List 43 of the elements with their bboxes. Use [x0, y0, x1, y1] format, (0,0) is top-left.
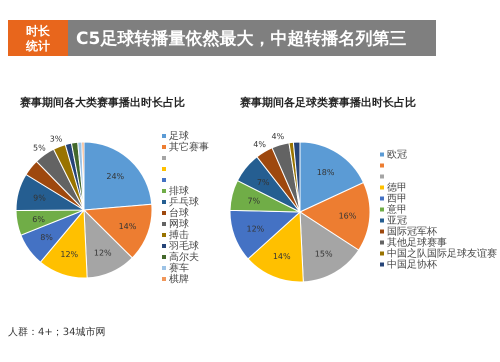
legend-label: 西甲	[387, 194, 407, 204]
legend-label: 其他足球赛事	[387, 236, 447, 248]
legend-label: 高尔夫	[169, 251, 199, 263]
data-label: 4%	[272, 132, 285, 142]
text: C5足球转播量依然最大，中超转播名列第三	[76, 29, 406, 49]
chart-title: 赛事期间各大类赛事播出时长占比	[19, 96, 185, 109]
data-label: 8%	[40, 233, 54, 242]
data-label: 3%	[50, 134, 63, 144]
legend-label: 其它赛事	[169, 141, 209, 153]
data-label: 5%	[32, 143, 46, 152]
legend-label: 欧冠	[387, 150, 407, 160]
legend-label: 搏击	[169, 229, 189, 241]
legend-label: 意甲	[386, 204, 407, 216]
data-label: 15%	[314, 249, 333, 258]
data-label: 7%	[256, 178, 270, 187]
legend-label: 网球	[169, 218, 189, 230]
text: 人群：4+；34城市网	[8, 326, 106, 338]
data-label: 14%	[118, 222, 137, 231]
data-label: 14%	[272, 252, 291, 261]
legend-label: 中国足协杯	[387, 258, 437, 270]
legend-label: 足球	[169, 130, 189, 142]
legend-label: 棋牌	[169, 273, 189, 285]
data-label: 16%	[338, 211, 357, 220]
legend-label: 国际冠军杯	[387, 226, 437, 238]
legend-label: 排球	[169, 185, 189, 197]
legend-label: 赛车	[169, 262, 189, 274]
legend-label: 台球	[169, 207, 189, 219]
data-label: 7%	[247, 196, 261, 206]
text: 时长统计	[25, 24, 51, 53]
data-label: 9%	[33, 194, 46, 203]
data-label: 24%	[106, 172, 125, 181]
chart-title: 赛事期间各足球类赛事播出时长占比	[239, 96, 416, 109]
legend-label: 乒乓球	[169, 196, 199, 208]
data-label: 12%	[94, 248, 112, 258]
data-label: 4%	[253, 140, 266, 150]
legend-label: 德甲	[387, 182, 407, 194]
legend-label: 中国之队国际足球友谊赛	[387, 248, 497, 260]
legend-label: 亚冠	[387, 216, 407, 226]
data-label: 12%	[246, 224, 265, 234]
legend-label: 羽毛球	[169, 240, 199, 252]
data-label: 6%	[32, 214, 46, 224]
data-label: 12%	[60, 250, 79, 259]
data-label: 18%	[316, 168, 335, 177]
